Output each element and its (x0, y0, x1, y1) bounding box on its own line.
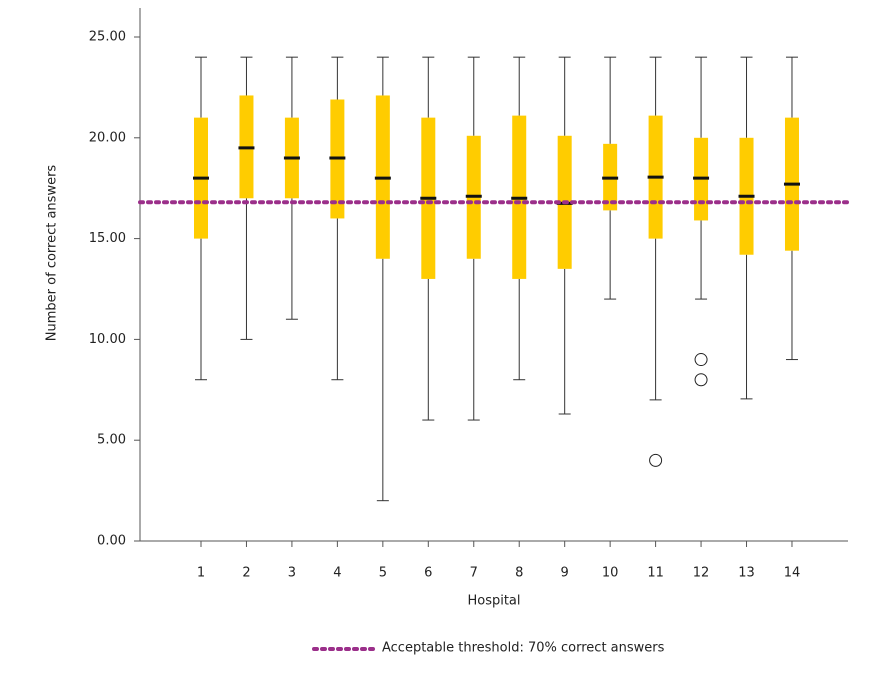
y-tick-label: 0.00 (97, 534, 126, 549)
x-tick-label: 2 (242, 566, 250, 581)
y-tick-label: 10.00 (89, 332, 126, 347)
legend-label: Acceptable threshold: 70% correct answer… (382, 641, 665, 656)
y-tick-label: 5.00 (97, 433, 126, 448)
y-tick-label: 15.00 (89, 231, 126, 246)
x-tick-label: 14 (784, 566, 801, 581)
x-tick-label: 8 (515, 566, 523, 581)
x-tick-label: 7 (470, 566, 478, 581)
x-tick-label: 5 (379, 566, 387, 581)
x-tick-label: 12 (693, 566, 710, 581)
x-tick-label: 11 (647, 566, 664, 581)
y-tick-label: 20.00 (89, 130, 126, 145)
x-tick-label: 10 (602, 566, 619, 581)
x-tick-label: 13 (738, 566, 755, 581)
outlier (649, 453, 663, 467)
y-tick-label: 25.00 (89, 30, 126, 45)
x-tick-label: 4 (333, 566, 341, 581)
x-tick-label: 9 (561, 566, 569, 581)
y-axis-title: Number of correct answers (45, 165, 60, 342)
x-tick-label: 3 (288, 566, 296, 581)
x-tick-label: 1 (197, 566, 205, 581)
x-axis-title: Hospital (467, 594, 520, 609)
x-tick-label: 6 (424, 566, 432, 581)
outlier (694, 353, 708, 367)
outlier (694, 373, 708, 387)
